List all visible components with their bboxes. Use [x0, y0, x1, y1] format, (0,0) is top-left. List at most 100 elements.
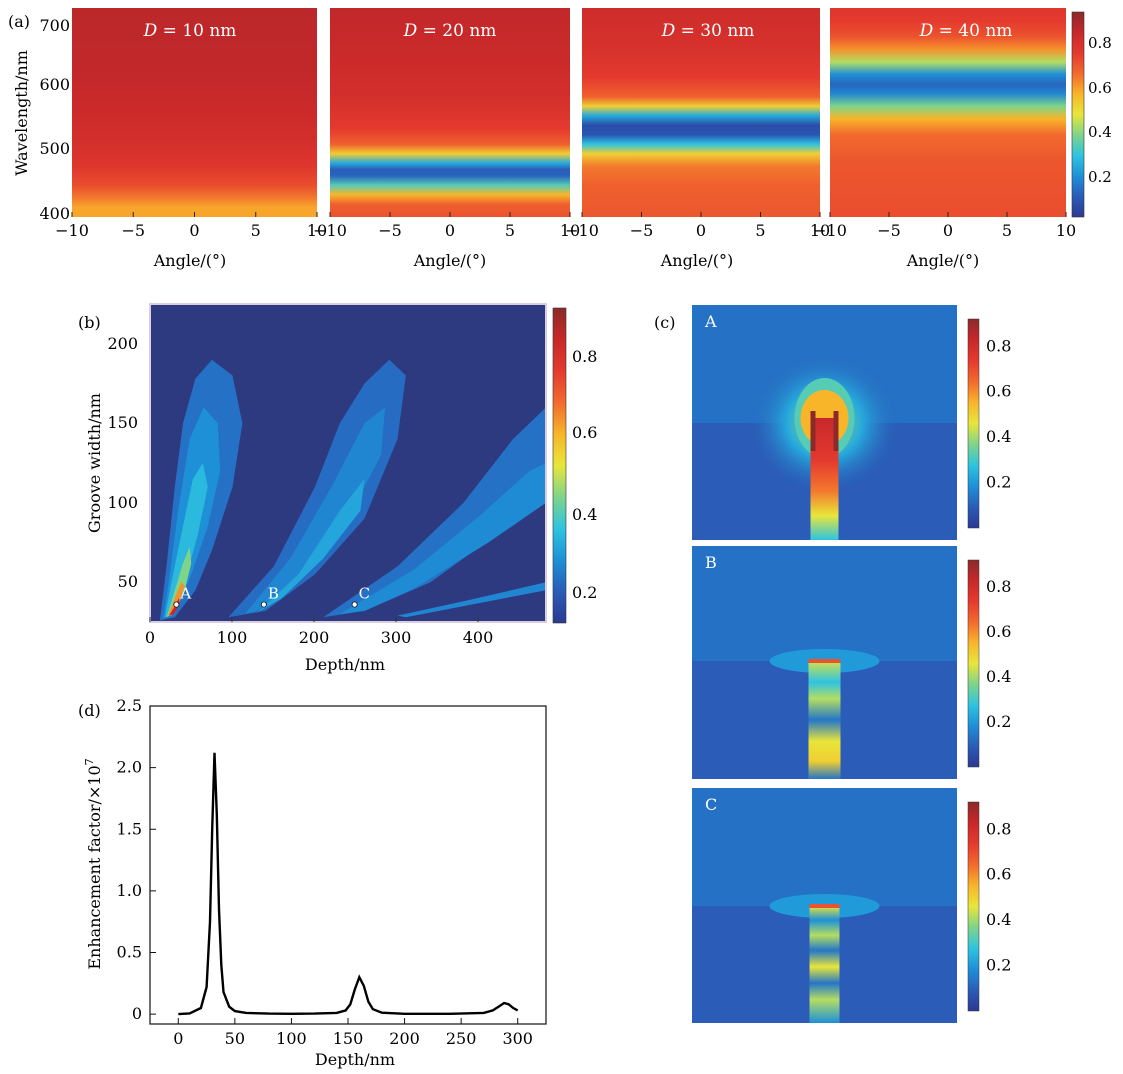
c-groove-edge [808, 659, 841, 663]
b-lobe-3-inner [339, 463, 546, 614]
a-ytick-500: 500 [39, 139, 70, 158]
panel-b: A B C 200 150 100 50 Groove width/nm 0 100… [85, 303, 597, 674]
a-ytick-700: 700 [39, 16, 70, 35]
a-xtick-label: 0 [189, 221, 199, 240]
heatmap-d20 [330, 8, 570, 217]
a-xtick-label: 5 [505, 221, 515, 240]
a-cbar-tick-06: 0.6 [1088, 79, 1112, 97]
c-colorbar-B [967, 559, 980, 768]
a-xlabel-3: Angle/(°) [660, 251, 734, 270]
heatmap-fill [330, 8, 570, 217]
a-xlabel-2: Angle/(°) [413, 251, 487, 270]
c-cbar-tick: 0.2 [986, 473, 1011, 492]
a-xtick-label: 10 [560, 221, 580, 240]
c-cbar-tick: 0.2 [986, 712, 1011, 731]
a-ylabel: Wavelength/nm [12, 50, 31, 176]
c-cbar-tick: 0.6 [986, 865, 1011, 884]
a-xlabel-4: Angle/(°) [906, 251, 980, 270]
heatmap-fill [830, 8, 1066, 217]
d-xtick-label: 150 [333, 1029, 364, 1048]
c-groove [809, 906, 840, 1023]
a-xtick-label: 5 [251, 221, 261, 240]
panel-a: D = 10 nm D = 20 nm D = 30 nm D = 40 nm … [12, 8, 1112, 270]
b-frame [149, 303, 547, 623]
b-lobe-1-hot [168, 582, 185, 616]
b-y-axis: 200 150 100 50 Groove width/nm [85, 334, 138, 591]
d-xtick-label: 50 [225, 1029, 245, 1048]
d-ylabel: Enhancement factor/×107 [83, 758, 104, 969]
b-ytick-150: 150 [107, 413, 138, 432]
c-cbar-tick: 0.6 [986, 622, 1011, 641]
b-xtick-100: 100 [217, 628, 248, 647]
b-lobe-1-core [166, 547, 192, 618]
a-y-axis: 700 600 500 400 Wavelength/nm [12, 16, 70, 223]
a-xtick-label: −10 [813, 221, 847, 240]
a-xtick-label: 0 [696, 221, 706, 240]
c-cbar-tick: 0.4 [986, 427, 1011, 446]
panel-label-a: (a) [8, 12, 30, 31]
a-colorbar-ticks: 0.8 0.6 0.4 0.2 [1088, 34, 1112, 186]
d-ticks: 0 50 100 150 200 250 300 0 0.5 1.0 1.5 2.0 2.5 [117, 696, 533, 1048]
b-xtick-300: 300 [381, 628, 412, 647]
b-ylabel: Groove width/nm [85, 393, 104, 533]
b-points: A B C [149, 585, 479, 622]
d-ytick-label: 1.5 [117, 819, 142, 838]
b-point-label-A: A [179, 585, 191, 603]
d-ytick-label: 1.0 [117, 881, 142, 900]
b-cbar-tick-02: 0.2 [572, 583, 597, 602]
d-ytick-label: 0 [132, 1004, 142, 1023]
a-xtick-label: 10 [307, 221, 327, 240]
c-cbar-tick: 0.4 [986, 667, 1011, 686]
b-cbar-tick-06: 0.6 [572, 423, 597, 442]
b-ytick-50: 50 [118, 572, 138, 591]
a-cbar-tick-08: 0.8 [1088, 34, 1112, 52]
b-lobe-4 [397, 582, 546, 618]
d-xtick-label: 0 [173, 1029, 183, 1048]
a-x-axes: −10 −5 0 5 10−10 −5 0 5 10−10 −5 0 5 10−10 −5 0 5 10 [55, 212, 1076, 240]
d-xtick-label: 200 [389, 1029, 420, 1048]
b-point-B [260, 601, 267, 608]
b-cbar-tick-08: 0.8 [572, 347, 597, 366]
b-point-C [351, 601, 358, 608]
a-xtick-label: 5 [1002, 221, 1012, 240]
panel-label-c: (c) [654, 313, 675, 332]
panel-d: 0 50 100 150 200 250 300 0 0.5 1.0 1.5 2.0 2.5 Depth… [83, 696, 547, 1069]
heatmap-d10 [72, 8, 317, 217]
heatmap-d40 [830, 8, 1066, 217]
c-hotspot-left [810, 411, 816, 451]
a-xtick-label: −10 [565, 221, 599, 240]
c-map-label-A: A [704, 312, 717, 331]
d-xtick-label: 300 [502, 1029, 533, 1048]
a-xtick-label: 10 [810, 221, 830, 240]
c-colorbar-A [967, 318, 980, 529]
c-map-label-C: C [705, 795, 717, 814]
a-xtick-label: 10 [1056, 221, 1076, 240]
d-frame [149, 705, 547, 1025]
a-cbar-tick-02: 0.2 [1088, 168, 1112, 186]
a-xtick-label: −5 [378, 221, 402, 240]
a-xtick-label: −5 [630, 221, 654, 240]
c-cbar-tick: 0.2 [986, 956, 1011, 975]
panel-label-b: (b) [78, 313, 101, 332]
c-map-B: B 0.8 0.6 0.4 0.2 [692, 546, 1011, 779]
a-xtick-label: −10 [55, 221, 89, 240]
a-xtick-label: −5 [121, 221, 145, 240]
heatmap-d30 [582, 8, 820, 217]
d-ytick-label: 0.5 [117, 943, 142, 962]
title-d20: D = 20 nm [403, 21, 497, 41]
heatmap-fill [72, 8, 317, 217]
title-d10: D = 10 nm [143, 21, 237, 41]
c-map-C: C 0.8 0.6 0.4 0.2 [692, 788, 1011, 1023]
d-ytick-label: 2.0 [117, 758, 142, 777]
d-ytick-label: 2.5 [117, 696, 142, 715]
c-cbar-tick: 0.8 [986, 819, 1011, 838]
a-xlabel-1: Angle/(°) [153, 251, 227, 270]
d-xlabel: Depth/nm [315, 1050, 395, 1069]
b-xlabel: Depth/nm [305, 655, 385, 674]
c-cbar-tick: 0.8 [986, 577, 1011, 596]
c-groove-edge [809, 904, 840, 908]
c-map-label-B: B [705, 553, 717, 572]
a-xtick-label: 0 [943, 221, 953, 240]
b-xtick-200: 200 [299, 628, 330, 647]
